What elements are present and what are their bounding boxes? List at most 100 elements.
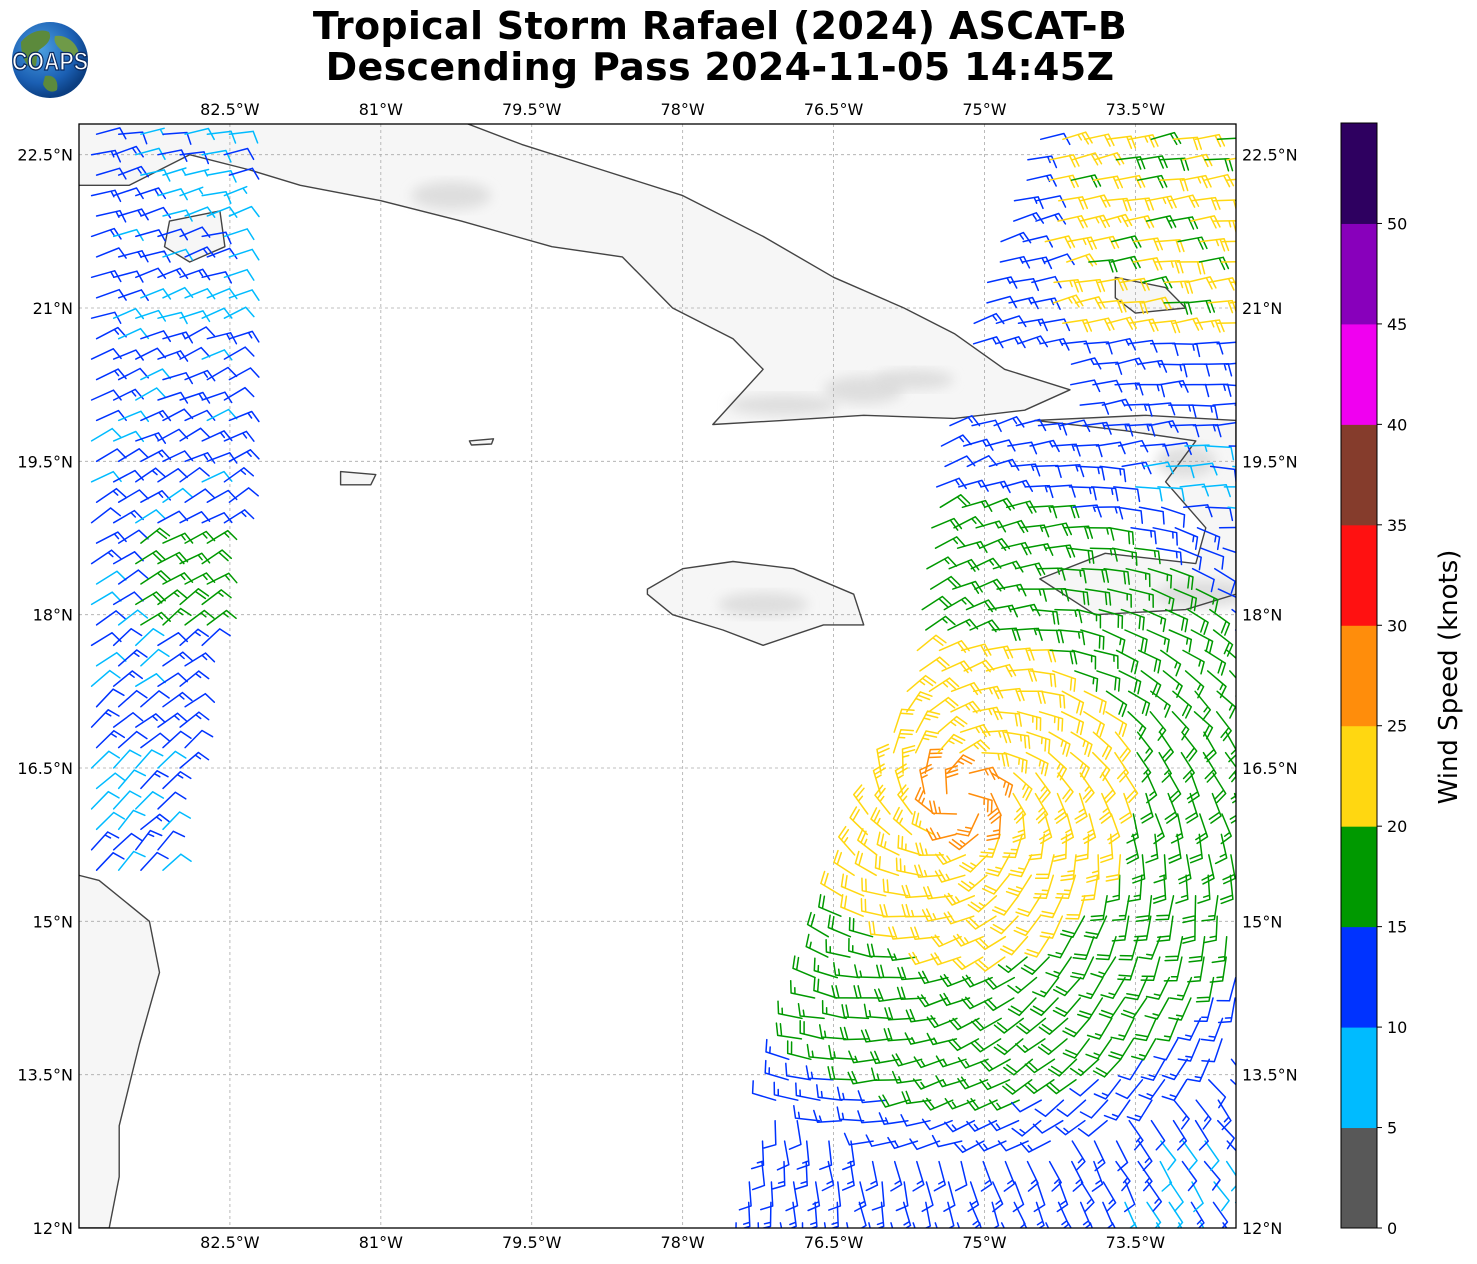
wind-barb <box>1194 319 1225 333</box>
wind-barb <box>821 999 847 1020</box>
wind-barb <box>1095 441 1126 455</box>
wind-barb <box>865 1134 897 1147</box>
wind-barb <box>1089 547 1118 562</box>
wind-barb <box>1086 854 1100 883</box>
wind-barb <box>1000 1222 1006 1228</box>
wind-barb <box>1007 441 1038 455</box>
wind-barb <box>937 733 966 754</box>
wind-barb <box>1111 895 1130 922</box>
wind-barb <box>997 519 1029 534</box>
wind-barb <box>966 1119 998 1132</box>
wind-barb <box>911 810 935 836</box>
wind-barb <box>926 556 958 570</box>
wind-barb <box>223 509 255 524</box>
wind-barb <box>1115 1160 1131 1192</box>
colorbar-bin <box>1341 625 1377 727</box>
wind-barb <box>837 825 856 856</box>
wind-barb <box>1012 792 1027 824</box>
wind-barb <box>1159 1160 1173 1192</box>
wind-barb <box>1062 318 1093 333</box>
wind-barb <box>135 713 166 728</box>
wind-barb <box>1156 915 1174 942</box>
wind-barb <box>117 609 149 626</box>
wind-barb <box>1027 155 1058 169</box>
wind-barb <box>1056 1099 1087 1117</box>
wind-barb <box>1227 506 1236 509</box>
wind-barb <box>1074 833 1090 862</box>
wind-barb <box>1127 339 1158 353</box>
wind-barb <box>223 147 255 161</box>
wind-barb <box>1037 1038 1068 1056</box>
wind-barb <box>1224 751 1236 783</box>
wind-barb <box>1106 588 1132 608</box>
wind-barb <box>1092 751 1111 782</box>
wind-barb <box>773 1081 799 1101</box>
coast-little_cayman <box>468 438 495 446</box>
wind-barb <box>959 854 989 873</box>
lat-tick-right: 12°N <box>1242 1219 1282 1238</box>
wind-barb <box>792 955 816 979</box>
wind-barb <box>950 700 982 714</box>
wind-barb <box>135 829 163 851</box>
wind-barb <box>1217 1099 1232 1131</box>
wind-barb <box>876 743 890 774</box>
wind-barb <box>1036 567 1066 581</box>
wind-barb <box>944 1097 976 1110</box>
land-grand_cayman <box>340 471 376 485</box>
wind-barb <box>1090 956 1117 979</box>
wind-barb <box>1211 935 1228 964</box>
wind-barb <box>933 1160 946 1192</box>
wind-barb <box>1120 608 1145 631</box>
wind-barb <box>201 628 231 647</box>
wind-barb <box>1228 445 1236 447</box>
wind-barb <box>1230 1058 1236 1067</box>
wind-barb <box>1137 174 1168 189</box>
wind-barb <box>901 1090 932 1105</box>
wind-barb <box>1208 277 1236 291</box>
colorbar-bin <box>1341 826 1377 928</box>
wind-barb <box>992 560 1024 573</box>
wind-barb <box>1077 1119 1108 1137</box>
wind-barb <box>1047 1058 1078 1077</box>
wind-barb <box>228 487 259 503</box>
lon-tick-top: 75°W <box>962 100 1006 119</box>
land-isla_juventud <box>164 210 225 262</box>
wind-barb <box>1084 317 1115 331</box>
wind-barb <box>1118 670 1142 695</box>
lon-tick-top: 73.5°W <box>1106 100 1166 119</box>
wind-barb <box>1012 1181 1025 1213</box>
wind-barb <box>1018 588 1047 602</box>
wind-barb <box>934 1222 938 1228</box>
wind-barb <box>1048 174 1079 189</box>
wind-barb <box>140 732 171 749</box>
wind-barb <box>1092 1058 1122 1078</box>
wind-barb <box>1206 670 1227 699</box>
wind-barb <box>1115 174 1146 189</box>
wind-barb <box>1081 567 1110 583</box>
wind-barb <box>112 790 142 810</box>
wind-barb <box>1170 423 1200 438</box>
wind-barb <box>1138 506 1165 525</box>
wind-barb <box>1054 608 1083 624</box>
wind-barb <box>1101 772 1116 804</box>
wind-barb <box>1137 1160 1153 1192</box>
wind-barb <box>1048 1160 1062 1192</box>
wind-barb <box>1212 219 1236 234</box>
wind-barb <box>1125 833 1140 865</box>
lat-tick-left: 16.5°N <box>17 759 73 778</box>
wind-barb <box>1034 854 1055 879</box>
wind-barb <box>112 187 144 200</box>
wind-barb <box>971 1017 1002 1032</box>
wind-barb <box>140 690 170 708</box>
wind-barb <box>1034 1099 1065 1118</box>
wind-barb <box>995 687 1025 702</box>
wind-barb <box>157 830 186 851</box>
wind-barb <box>1024 1058 1056 1074</box>
wind-barb <box>1005 874 1032 897</box>
wind-barb <box>1016 711 1042 732</box>
wind-barb <box>1216 322 1236 325</box>
wind-barb <box>140 288 172 300</box>
colorbar-label: Wind Speed (knots) <box>1434 550 1464 805</box>
wind-barb <box>1106 874 1121 903</box>
wind-barb <box>992 1181 1004 1213</box>
